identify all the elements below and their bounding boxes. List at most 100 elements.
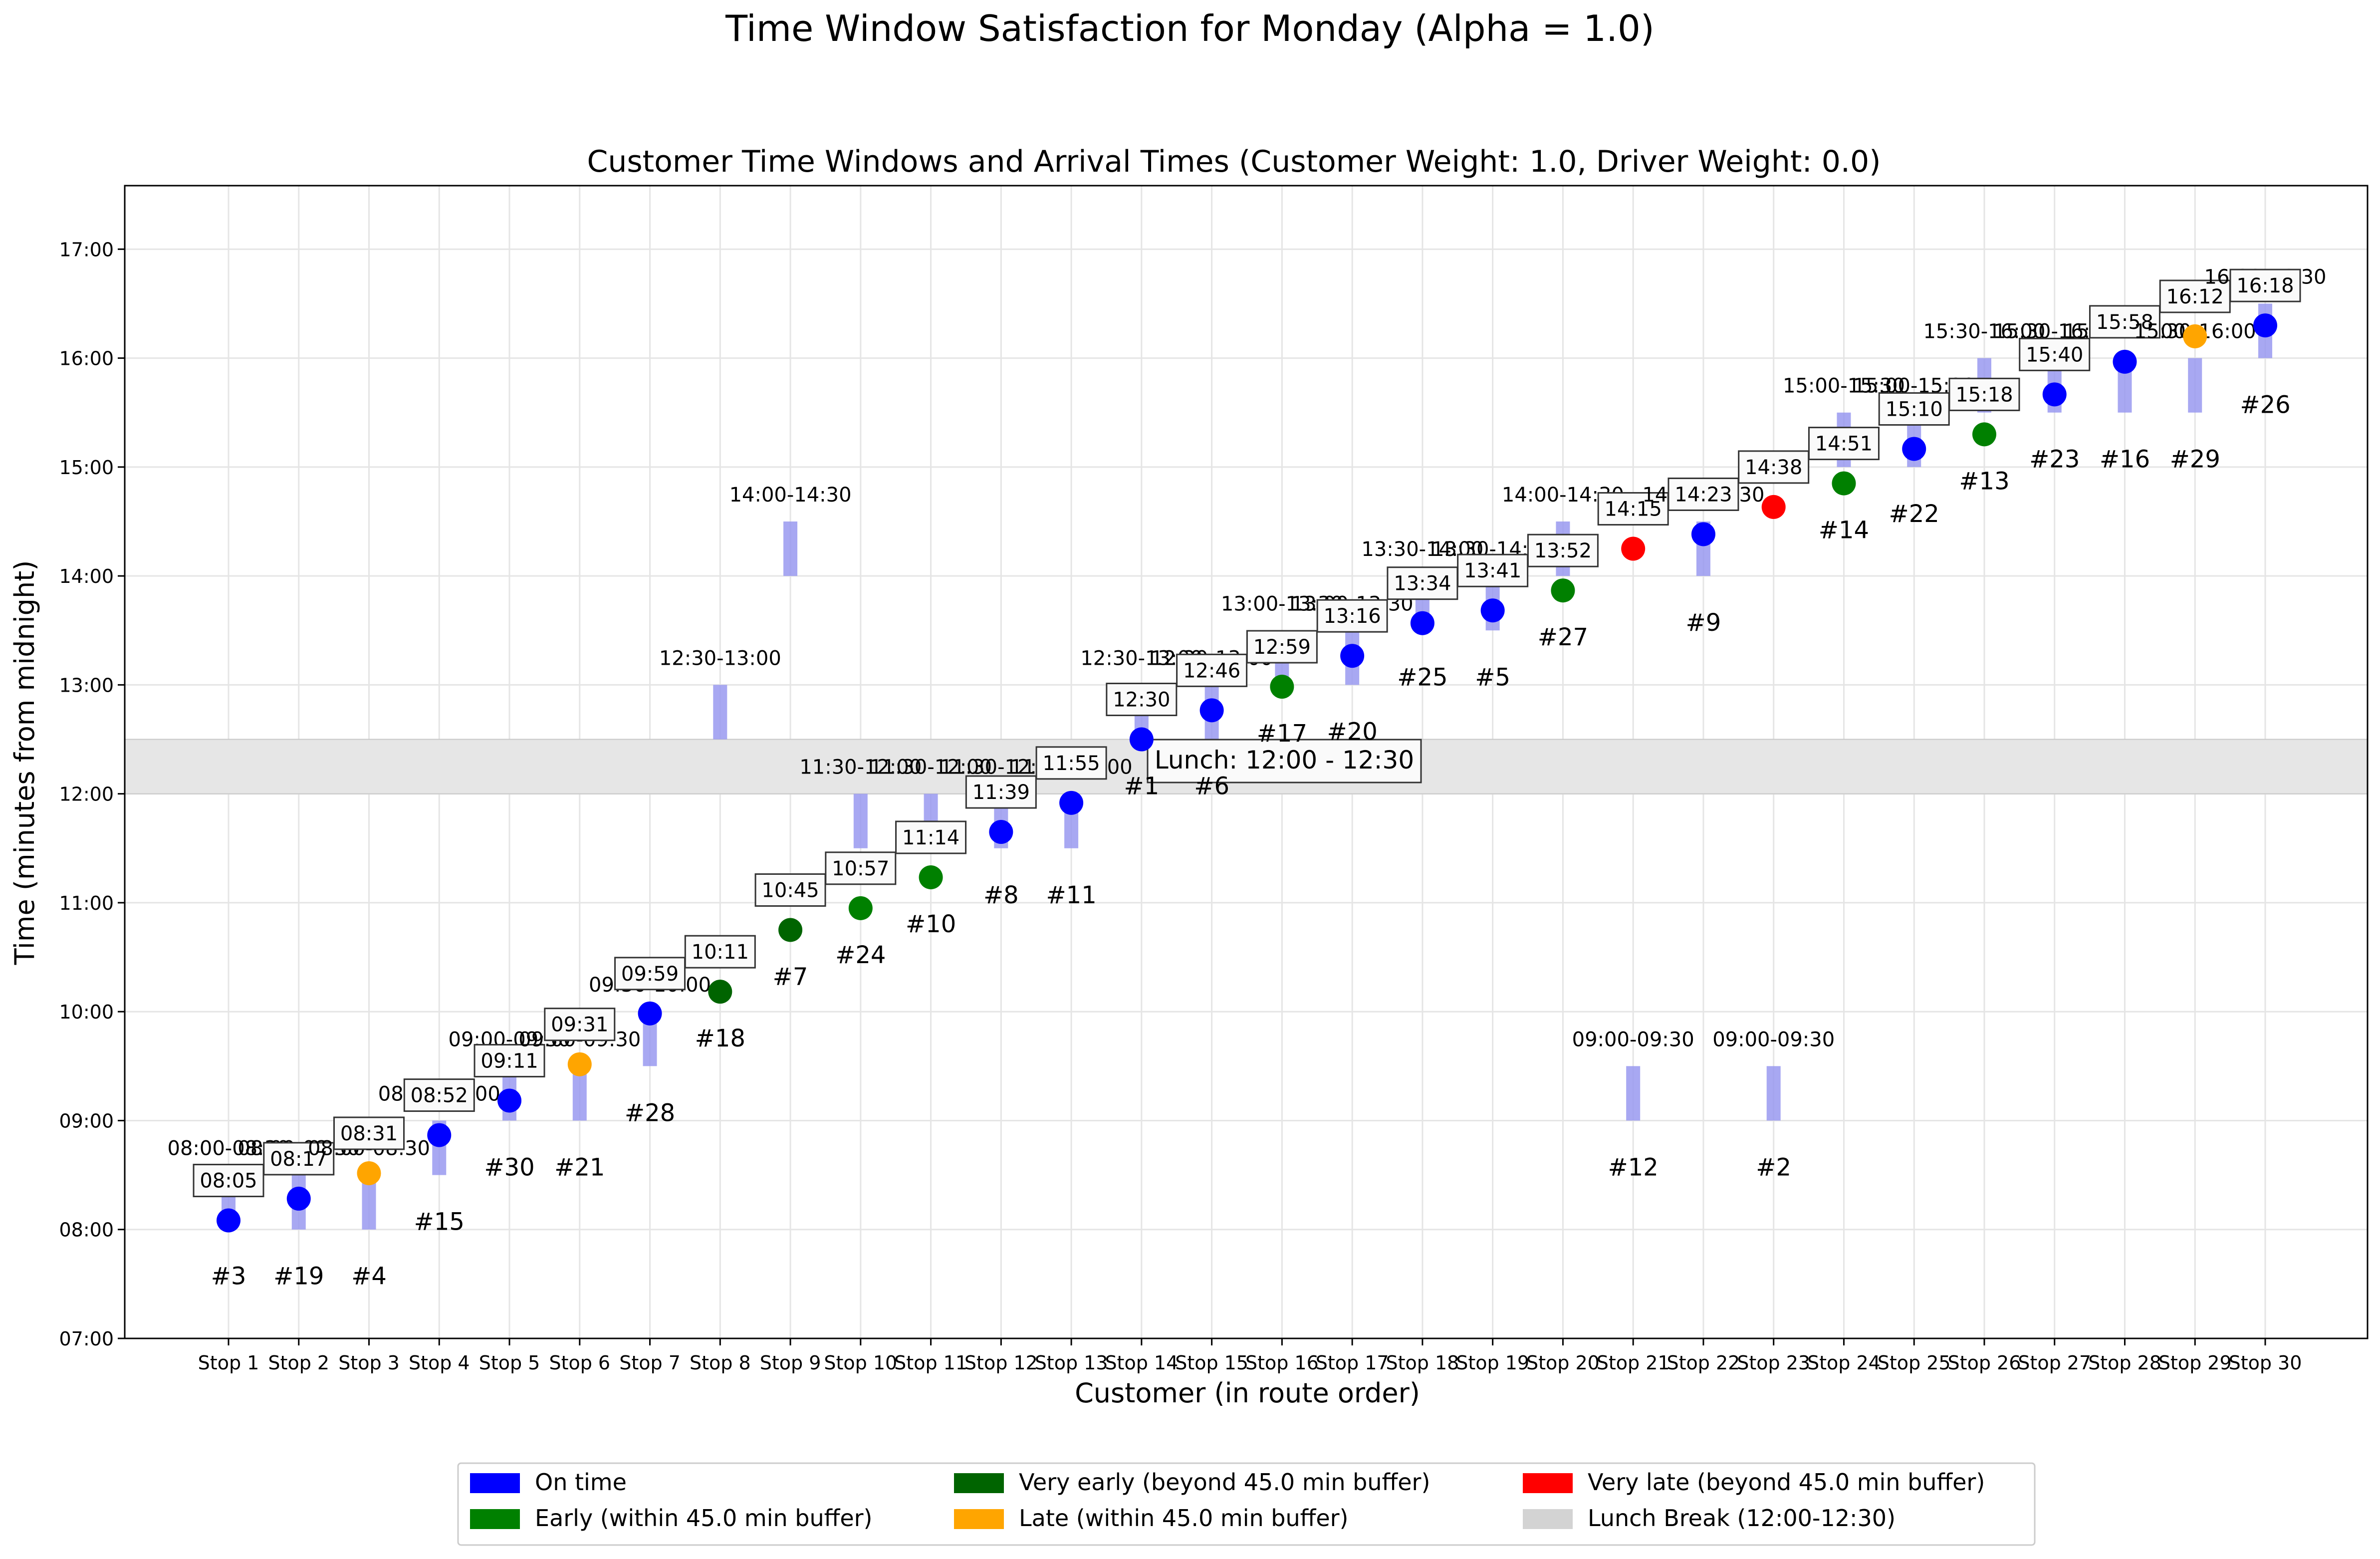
y-tick-label: 14:00 (59, 565, 114, 587)
x-tick-label: Stop 26 (1948, 1352, 2021, 1374)
y-tick-label: 15:00 (59, 457, 114, 479)
arrival-time-label: 14:23 (1674, 483, 1732, 506)
x-tick-label: Stop 12 (964, 1352, 1038, 1374)
customer-id-label: #25 (1397, 663, 1447, 691)
x-tick-label: Stop 1 (198, 1352, 259, 1374)
arrival-time-label: 15:18 (1955, 383, 2013, 406)
arrival-marker (919, 865, 943, 889)
arrival-marker (217, 1208, 240, 1233)
arrival-marker (497, 1088, 522, 1113)
arrival-marker (1480, 598, 1505, 623)
arrival-label-box (1948, 377, 2020, 411)
arrival-time-label: 12:30 (1113, 689, 1170, 712)
y-tick-label: 08:00 (59, 1219, 114, 1241)
arrival-label-box (403, 1078, 475, 1112)
customer-id-label: #27 (1538, 623, 1588, 651)
time-window-label: 12:30-13:00 (659, 647, 781, 670)
arrival-marker (1972, 422, 1996, 447)
customer-id-label: #26 (2240, 391, 2290, 419)
arrival-marker (2183, 324, 2207, 348)
time-window-bar (853, 793, 868, 848)
y-axis-label: Time (minutes from midnight) (9, 560, 40, 966)
time-window-label: 14:00-14:30 (729, 484, 852, 507)
x-tick-label: Stop 27 (2018, 1352, 2091, 1374)
arrival-label-box (2089, 305, 2160, 339)
legend-swatch (1523, 1509, 1573, 1529)
arrival-label-box (614, 957, 686, 991)
x-tick-label: Stop 4 (409, 1352, 470, 1374)
legend-label: Very late (beyond 45.0 min buffer) (1588, 1469, 1985, 1496)
figure-suptitle: Time Window Satisfaction for Monday (Alp… (725, 7, 1655, 49)
arrival-marker (708, 980, 732, 1004)
arrival-label-box (684, 935, 756, 969)
arrival-marker (2253, 313, 2277, 338)
arrival-label-box (1808, 427, 1880, 461)
time-window-bar (713, 685, 727, 740)
customer-id-label: #30 (484, 1153, 534, 1181)
arrival-marker (1199, 698, 1224, 723)
lunch-label: Lunch: 12:00 - 12:30 (1147, 739, 1422, 783)
legend-frame (457, 1462, 2036, 1546)
customer-id-label: #24 (835, 941, 886, 969)
customer-id-label: #9 (1686, 609, 1721, 637)
arrival-time-label: 14:15 (1605, 498, 1662, 521)
arrival-time-label: 11:39 (972, 781, 1030, 804)
x-tick-label: Stop 28 (2088, 1352, 2161, 1374)
arrival-time-label: 15:58 (2096, 311, 2153, 334)
x-tick-label: Stop 24 (1807, 1352, 1881, 1374)
arrival-time-label: 13:34 (1394, 572, 1451, 595)
arrival-label-box (1738, 450, 1810, 484)
time-window-bar (1766, 1066, 1781, 1121)
arrival-time-label: 08:05 (200, 1170, 257, 1193)
legend-label: On time (535, 1469, 627, 1496)
arrival-marker (989, 820, 1013, 844)
time-window-bar (783, 521, 798, 576)
arrival-marker (357, 1161, 381, 1185)
x-tick-label: Stop 13 (1035, 1352, 1108, 1374)
y-tick-label: 13:00 (59, 674, 114, 696)
arrival-time-label: 15:10 (1886, 398, 1943, 421)
arrival-label-box (1527, 533, 1599, 567)
arrival-time-label: 12:46 (1183, 659, 1240, 682)
y-tick-label: 11:00 (59, 892, 114, 914)
arrival-label-box (544, 1008, 616, 1041)
customer-id-label: #23 (2029, 446, 2080, 474)
plot-area: Lunch: 12:00 - 12:3008:00-08:3008:05#3St… (59, 185, 2369, 1374)
chart-title: Customer Time Windows and Arrival Times … (587, 144, 1881, 179)
arrival-label-box (754, 873, 826, 907)
customer-id-label: #21 (554, 1153, 605, 1181)
arrival-marker (1551, 578, 1575, 603)
arrival-marker (1621, 536, 1646, 561)
customer-id-label: #29 (2170, 446, 2220, 474)
legend-label: Lunch Break (12:00-12:30) (1588, 1505, 1896, 1532)
arrival-time-label: 16:12 (2166, 285, 2224, 308)
lunch-label-text: Lunch: 12:00 - 12:30 (1155, 746, 1414, 775)
arrival-label-box (1878, 392, 1950, 426)
legend: On time Early (within 45.0 min buffer) Ver… (457, 1462, 2036, 1546)
arrival-label-box (1246, 630, 1318, 664)
x-axis-label: Customer (in route order) (1075, 1377, 1420, 1409)
arrival-label-box (1316, 599, 1388, 633)
y-tick-label: 09:00 (59, 1110, 114, 1132)
customer-id-label: #28 (625, 1099, 675, 1127)
customer-id-label: #6 (1194, 773, 1229, 800)
arrival-label-box (263, 1142, 335, 1176)
arrival-time-label: 09:11 (480, 1049, 538, 1072)
arrival-label-box (1106, 683, 1178, 717)
arrival-marker (1129, 727, 1154, 752)
arrival-time-label: 12:59 (1253, 636, 1311, 659)
x-tick-label: Stop 20 (1526, 1352, 1600, 1374)
customer-id-label: #17 (1257, 720, 1307, 748)
customer-id-label: #8 (983, 881, 1019, 909)
time-window-label: 09:00-09:30 (1572, 1028, 1694, 1051)
customer-id-label: #20 (1327, 718, 1377, 746)
time-window-label: 11:30-12:00 (799, 756, 922, 779)
arrival-marker (778, 918, 803, 942)
arrival-label-box (1457, 553, 1529, 587)
arrival-marker (1059, 790, 1084, 815)
x-tick-label: Stop 2 (268, 1352, 329, 1374)
arrival-time-label: 08:31 (340, 1122, 398, 1145)
arrival-time-label: 13:41 (1464, 559, 1521, 582)
x-tick-label: Stop 21 (1597, 1352, 1670, 1374)
arrival-label-box (1035, 746, 1107, 780)
